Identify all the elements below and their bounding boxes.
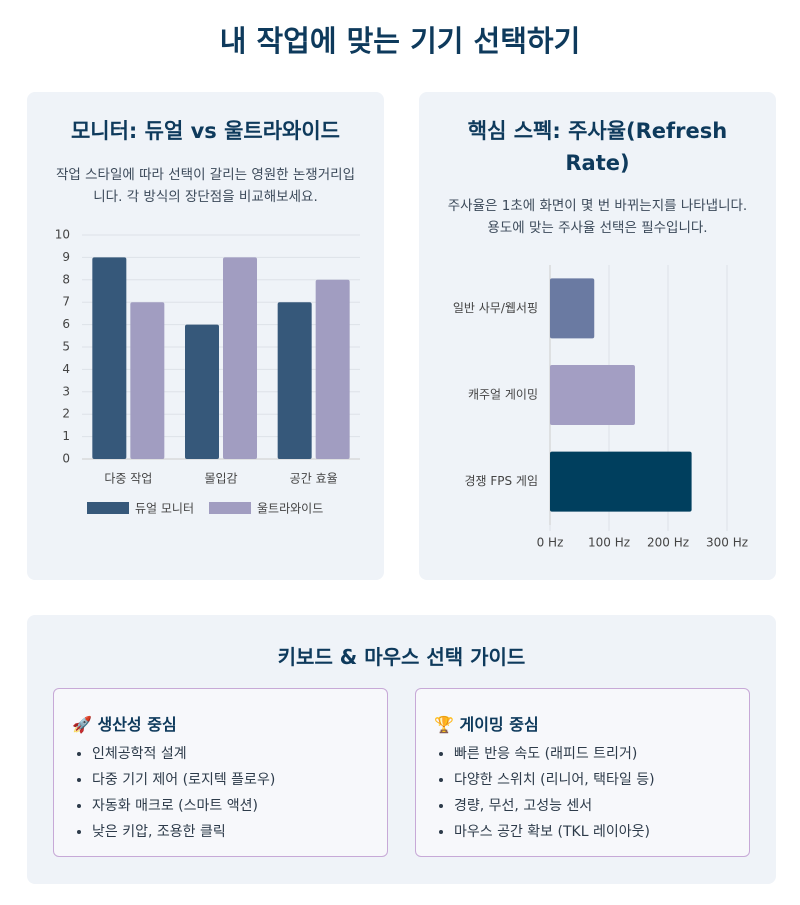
guide-item: 인체공학적 설계	[92, 741, 275, 767]
bar	[550, 365, 635, 425]
bar	[130, 302, 165, 459]
bar	[277, 302, 312, 459]
y-tick-label: 4	[62, 362, 70, 376]
guide-item: 마우스 공간 확보 (TKL 레이아웃)	[454, 819, 655, 845]
bar	[315, 279, 350, 459]
y-tick-label: 캐주얼 게이밍	[468, 388, 538, 402]
y-tick-label: 8	[62, 272, 70, 286]
x-tick-label: 200 Hz	[647, 536, 689, 550]
y-tick-label: 경쟁 FPS 게임	[464, 474, 538, 488]
legend-label: 듀얼 모니터	[135, 502, 194, 516]
y-tick-label: 0	[62, 452, 70, 466]
bar	[550, 278, 595, 339]
guide-box-title: 🏆 게이밍 중심	[434, 715, 539, 734]
legend-swatch	[209, 502, 251, 514]
card-description: 주사율은 1초에 화면이 몇 번 바뀌는지를 나타냅니다. 용도에 맞는 주사율…	[447, 198, 748, 237]
guide-item: 자동화 매크로 (스마트 액션)	[92, 793, 275, 819]
x-tick-label: 300 Hz	[706, 536, 748, 550]
legend-swatch	[87, 502, 129, 514]
card-description: 작업 스타일에 따라 선택이 갈리는 영원한 논쟁거리입니다. 각 방식의 장단…	[56, 167, 355, 206]
y-tick-label: 9	[62, 250, 70, 264]
card-title: 모니터: 듀얼 vs 울트라와이드	[70, 119, 341, 143]
monitor-card: 모니터: 듀얼 vs 울트라와이드 작업 스타일에 따라 선택이 갈리는 영원한…	[27, 92, 384, 580]
y-tick-label: 6	[62, 317, 70, 331]
guide-item: 다중 기기 제어 (로지텍 플로우)	[92, 767, 275, 793]
x-tick-label: 몰입감	[204, 472, 237, 486]
guide-box: 🏆 게이밍 중심빠른 반응 속도 (래피드 트리거)다양한 스위치 (리니어, …	[415, 688, 750, 857]
card-title: 핵심 스펙: 주사율(Refresh Rate)	[467, 119, 728, 175]
bar	[92, 257, 127, 459]
y-tick-label: 일반 사무/웹서핑	[453, 301, 538, 315]
y-tick-label: 5	[62, 340, 70, 354]
legend-label: 울트라와이드	[257, 502, 323, 516]
guide-item: 경량, 무선, 고성능 센서	[454, 793, 655, 819]
bar	[223, 257, 257, 459]
guide-item: 낮은 키압, 조용한 클릭	[92, 819, 275, 845]
guide-box: 🚀 생산성 중심인체공학적 설계다중 기기 제어 (로지텍 플로우)자동화 매크…	[53, 688, 388, 857]
guide-box-title: 🚀 생산성 중심	[72, 715, 177, 734]
bar	[185, 324, 219, 459]
guide-item: 다양한 스위치 (리니어, 택타일 등)	[454, 767, 655, 793]
x-tick-label: 0 Hz	[537, 536, 564, 550]
x-tick-label: 다중 작업	[104, 472, 152, 486]
guide-title: 키보드 & 마우스 선택 가이드	[277, 645, 526, 669]
refresh-card: 핵심 스펙: 주사율(Refresh Rate) 주사율은 1초에 화면이 몇 …	[419, 92, 776, 580]
y-tick-label: 2	[62, 407, 70, 421]
x-tick-label: 공간 효율	[290, 472, 338, 486]
y-tick-label: 1	[62, 429, 70, 443]
guide-list: 인체공학적 설계다중 기기 제어 (로지텍 플로우)자동화 매크로 (스마트 액…	[54, 741, 275, 845]
page-title: 내 작업에 맞는 기기 선택하기	[219, 24, 581, 58]
guide-item: 빠른 반응 속도 (래피드 트리거)	[454, 741, 655, 767]
guide-card: 키보드 & 마우스 선택 가이드 🚀 생산성 중심인체공학적 설계다중 기기 제…	[27, 615, 776, 884]
guide-list: 빠른 반응 속도 (래피드 트리거)다양한 스위치 (리니어, 택타일 등)경량…	[416, 741, 655, 845]
x-tick-label: 100 Hz	[588, 536, 630, 550]
y-tick-label: 10	[55, 228, 70, 242]
bar	[550, 451, 692, 512]
y-tick-label: 3	[62, 384, 70, 398]
y-tick-label: 7	[62, 295, 70, 309]
